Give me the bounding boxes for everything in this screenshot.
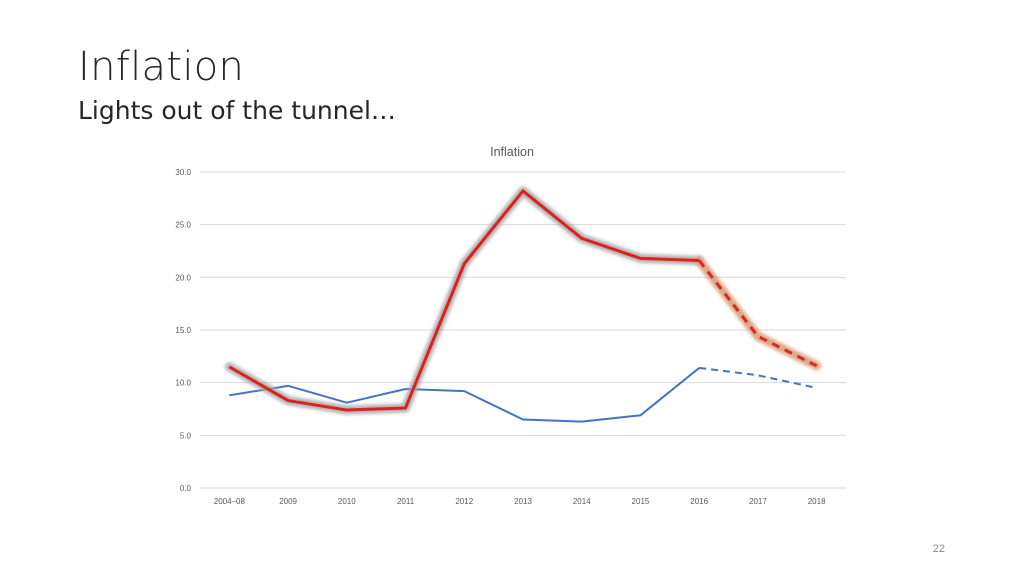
x-tick-label: 2011: [397, 497, 415, 506]
page-number: 22: [932, 543, 945, 555]
series-1-actual-line: [229, 367, 700, 423]
series-lines: [224, 186, 822, 423]
x-tick-label: 2017: [749, 497, 767, 506]
x-tick-label: 2015: [632, 497, 650, 506]
x-tick-label: 2010: [338, 497, 356, 506]
y-tick-label: 10.0: [175, 379, 191, 388]
y-tick-label: 5.0: [180, 431, 192, 440]
series-2-highlight-glow: [224, 186, 704, 415]
y-tick-label: 30.0: [175, 168, 191, 177]
gridlines: [200, 171, 846, 489]
y-tick-label: 25.0: [175, 221, 191, 230]
x-tick-label: 2014: [573, 497, 591, 506]
x-tick-label: 2012: [455, 497, 473, 506]
chart-title: Inflation: [490, 145, 534, 159]
x-tick-label: 2009: [279, 497, 297, 506]
y-tick-label: 20.0: [175, 273, 191, 282]
x-tick-label: 2013: [514, 497, 532, 506]
y-axis-tick-labels: 0.0 5.0 10.0 15.0 20.0 25.0 30.0: [175, 168, 191, 493]
x-tick-label: 2016: [690, 497, 708, 506]
series-2-forecast-glow: [694, 255, 822, 371]
series-2-forecast-line: [697, 259, 818, 368]
x-axis-tick-labels: 2004–08 2009 2010 2011 2012 2013 2014 2015 2016 2…: [214, 497, 826, 506]
series-2-actual-line: [228, 189, 700, 412]
series-1-forecast-line: [699, 366, 817, 389]
x-tick-label: 2018: [808, 497, 826, 506]
x-tick-label: 2004–08: [214, 497, 246, 506]
y-tick-label: 0.0: [180, 484, 192, 493]
slide-title: Inflation: [78, 44, 245, 90]
y-tick-label: 15.0: [175, 326, 191, 335]
slide-subtitle: Lights out of the tunnel…: [78, 96, 396, 125]
